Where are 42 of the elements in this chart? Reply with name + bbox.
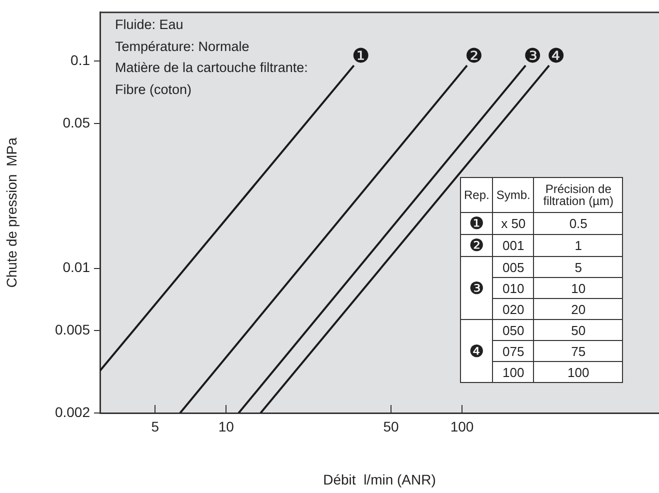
annotation: Fibre (coton) — [115, 80, 193, 99]
text: ❶ — [469, 214, 484, 233]
y-axis-title: Chute de pression MPa — [3, 137, 20, 288]
annotation: Précision de filtration (µm) — [534, 178, 623, 212]
annotation: Rep. — [460, 178, 493, 212]
annotation: 10 — [534, 278, 623, 298]
annotation: 75 — [534, 340, 623, 362]
annotation: 1 — [534, 234, 623, 256]
annotation: 020 — [492, 298, 534, 320]
x-tick-label: 5 — [151, 418, 160, 434]
y-tick-label: 0.005 — [54, 321, 90, 338]
text: ❷ — [469, 236, 484, 255]
x-tick-label: 100 — [450, 418, 474, 434]
x-axis-title: Débit l/min (ANR) — [323, 471, 436, 488]
annotation: 050 — [492, 320, 534, 340]
annotation: 005 — [492, 256, 534, 278]
annotation: Fluide: Eau — [115, 16, 184, 34]
annotation: 100 — [492, 362, 534, 382]
y-tick-label: 0.01 — [62, 259, 90, 276]
annotation: 0.5 — [534, 212, 623, 234]
x-tick-label: 10 — [218, 418, 234, 434]
y-tick-label: 0.1 — [70, 52, 90, 68]
annotation: 50 — [534, 320, 623, 340]
annotation: Température: Normale — [115, 38, 250, 56]
annotation: 001 — [492, 234, 534, 256]
text: ❹ — [469, 342, 484, 360]
annotation: Symb. — [492, 178, 534, 212]
annotation: x 50 — [492, 212, 534, 234]
text: ❸ — [469, 278, 484, 298]
series-label: ❹ — [547, 44, 566, 68]
annotation: 100 — [534, 362, 623, 382]
series-label: ❶ — [352, 44, 370, 68]
annotation: 010 — [492, 278, 534, 298]
series-label: ❷ — [465, 44, 483, 68]
annotation: 5 — [534, 256, 623, 278]
series-label: ❸ — [524, 44, 542, 68]
x-tick-label: 50 — [383, 418, 399, 434]
y-tick-label: 0.002 — [54, 404, 90, 420]
annotation: 20 — [534, 298, 623, 320]
y-tick-label: 0.05 — [62, 114, 90, 130]
annotation: 075 — [492, 340, 534, 362]
annotation: Matière de la cartouche filtrante: — [115, 59, 308, 77]
